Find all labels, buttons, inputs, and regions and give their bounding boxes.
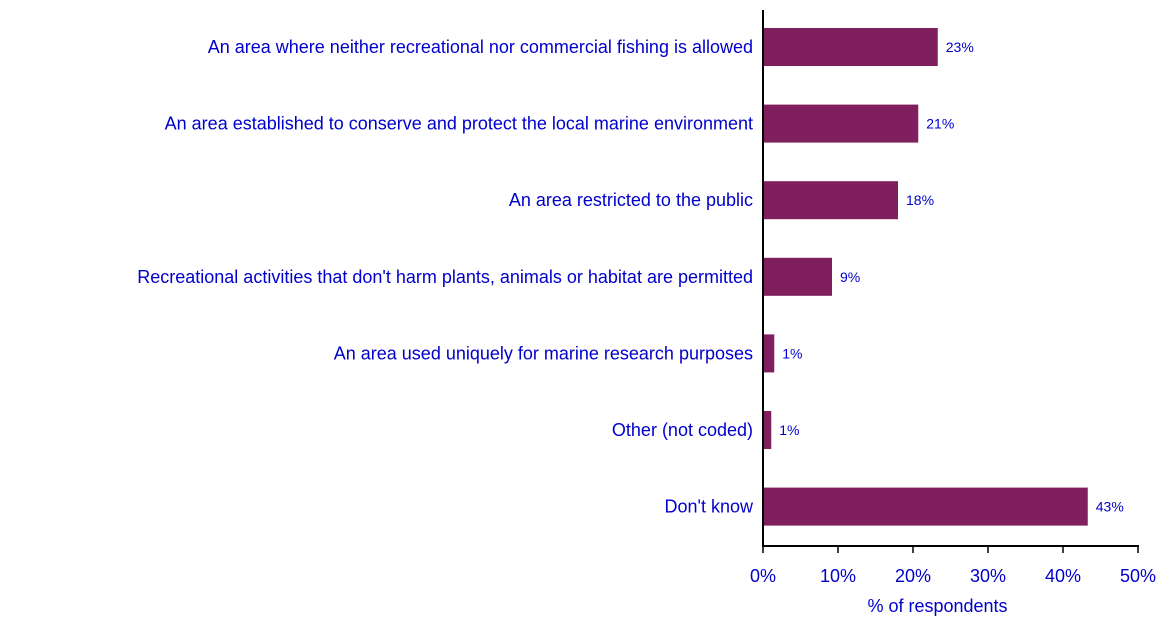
bar: [763, 257, 832, 296]
x-tick-label: 20%: [895, 566, 931, 586]
data-label: 1%: [779, 422, 799, 438]
category-label: An area used uniquely for marine researc…: [334, 343, 753, 363]
category-label: An area where neither recreational nor c…: [208, 37, 753, 57]
x-tick-label: 50%: [1120, 566, 1156, 586]
x-tick-label: 30%: [970, 566, 1006, 586]
category-label: Other (not coded): [612, 420, 753, 440]
bars-group: [763, 28, 1088, 526]
x-axis-title: % of respondents: [867, 596, 1007, 616]
category-label: An area established to conserve and prot…: [165, 114, 753, 134]
bar: [763, 334, 775, 373]
bar: [763, 28, 938, 66]
data-label: 21%: [926, 116, 954, 132]
data-label: 18%: [906, 192, 934, 208]
category-label: Recreational activities that don't harm …: [137, 267, 753, 287]
category-labels-group: An area where neither recreational nor c…: [137, 37, 754, 517]
bar: [763, 181, 898, 220]
data-labels-group: 23% 21% 18% 9% 1% 1% 43%: [779, 39, 1124, 515]
category-label: Don't know: [665, 497, 754, 517]
x-ticks-group: 0% 10% 20% 30% 40% 50%: [750, 546, 1156, 586]
bar: [763, 487, 1088, 526]
category-label: An area restricted to the public: [509, 190, 753, 210]
data-label: 9%: [840, 269, 860, 285]
x-tick-label: 0%: [750, 566, 776, 586]
axes-group: [762, 10, 1139, 547]
data-label: 43%: [1096, 499, 1124, 515]
x-tick-label: 40%: [1045, 566, 1081, 586]
x-tick-label: 10%: [820, 566, 856, 586]
bar: [763, 411, 772, 449]
data-label: 1%: [782, 345, 802, 361]
bar: [763, 104, 919, 143]
data-label: 23%: [946, 39, 974, 55]
